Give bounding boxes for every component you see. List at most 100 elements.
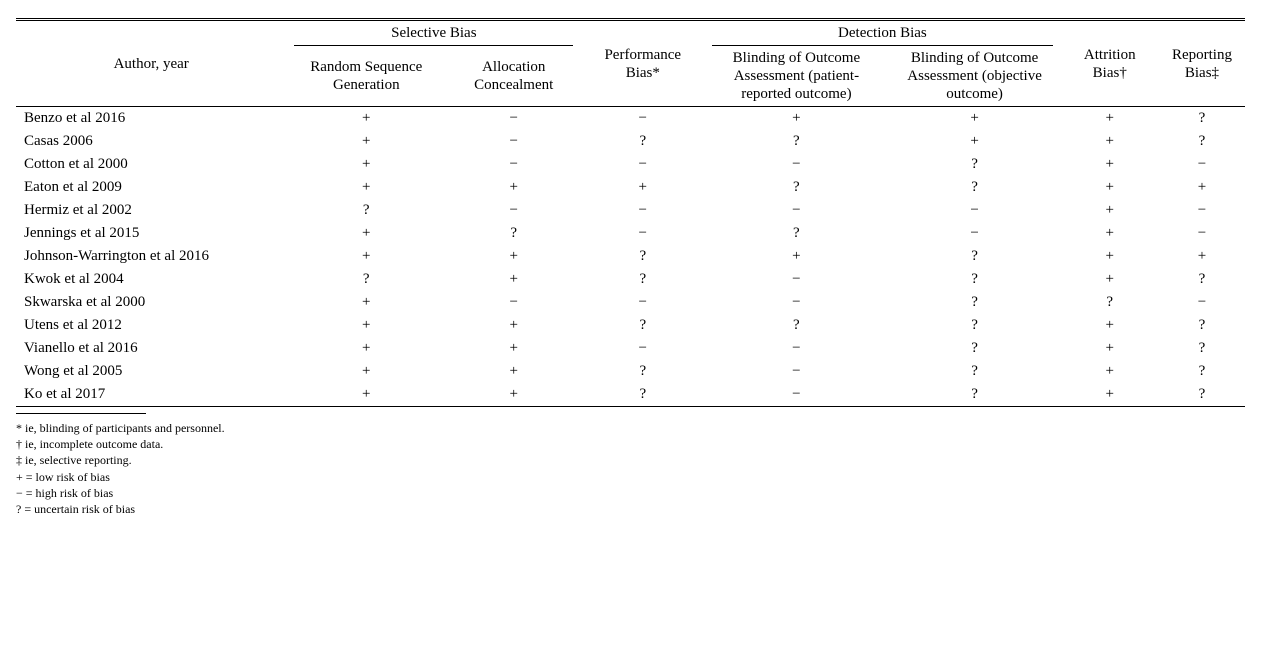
value-cell: + <box>286 153 446 176</box>
value-cell: − <box>1159 291 1245 314</box>
table-body: Benzo et al 2016+−−+++?Casas 2006+−??++?… <box>16 107 1245 407</box>
value-cell: ? <box>704 176 888 199</box>
author-cell: Wong et al 2005 <box>16 360 286 383</box>
value-cell: + <box>1061 314 1159 337</box>
value-cell: + <box>286 337 446 360</box>
author-cell: Jennings et al 2015 <box>16 222 286 245</box>
value-cell: − <box>704 337 888 360</box>
value-cell: − <box>446 291 581 314</box>
author-cell: Benzo et al 2016 <box>16 107 286 131</box>
author-cell: Eaton et al 2009 <box>16 176 286 199</box>
author-cell: Casas 2006 <box>16 130 286 153</box>
value-cell: − <box>581 337 704 360</box>
value-cell: − <box>581 199 704 222</box>
author-cell: Hermiz et al 2002 <box>16 199 286 222</box>
value-cell: + <box>1061 360 1159 383</box>
value-cell: ? <box>446 222 581 245</box>
value-cell: − <box>704 383 888 407</box>
col-blinding-objective: Blinding of Outcome Assessment (objectiv… <box>889 46 1061 107</box>
author-cell: Johnson-Warrington et al 2016 <box>16 245 286 268</box>
value-cell: ? <box>704 130 888 153</box>
value-cell: + <box>286 176 446 199</box>
value-cell: − <box>889 222 1061 245</box>
value-cell: + <box>286 314 446 337</box>
value-cell: + <box>889 130 1061 153</box>
value-cell: − <box>581 291 704 314</box>
value-cell: + <box>446 383 581 407</box>
value-cell: ? <box>889 268 1061 291</box>
value-cell: ? <box>889 176 1061 199</box>
value-cell: ? <box>704 222 888 245</box>
value-cell: + <box>1159 176 1245 199</box>
value-cell: ? <box>704 314 888 337</box>
table-row: Skwarska et al 2000+−−−??− <box>16 291 1245 314</box>
table-row: Casas 2006+−??++? <box>16 130 1245 153</box>
value-cell: − <box>704 360 888 383</box>
value-cell: ? <box>581 383 704 407</box>
table-row: Jennings et al 2015+?−?−+− <box>16 222 1245 245</box>
value-cell: − <box>889 199 1061 222</box>
value-cell: + <box>1061 245 1159 268</box>
col-author: Author, year <box>16 20 286 107</box>
value-cell: ? <box>1159 130 1245 153</box>
value-cell: ? <box>889 383 1061 407</box>
value-cell: − <box>446 153 581 176</box>
value-cell: + <box>446 245 581 268</box>
value-cell: ? <box>1159 337 1245 360</box>
group-selective-bias: Selective Bias <box>286 20 581 46</box>
footnote-line: † ie, incomplete outcome data. <box>16 436 1245 452</box>
value-cell: ? <box>581 130 704 153</box>
table-row: Cotton et al 2000+−−−?+− <box>16 153 1245 176</box>
value-cell: + <box>889 107 1061 131</box>
table-row: Eaton et al 2009+++??++ <box>16 176 1245 199</box>
col-reporting-bias: Reporting Bias‡ <box>1159 20 1245 107</box>
table-row: Hermiz et al 2002?−−−−+− <box>16 199 1245 222</box>
col-random-sequence: Random Sequence Generation <box>286 46 446 107</box>
value-cell: ? <box>889 314 1061 337</box>
group-detection-bias: Detection Bias <box>704 20 1060 46</box>
value-cell: + <box>446 360 581 383</box>
author-cell: Ko et al 2017 <box>16 383 286 407</box>
value-cell: + <box>286 383 446 407</box>
table-row: Wong et al 2005++?−?+? <box>16 360 1245 383</box>
value-cell: − <box>446 107 581 131</box>
table-row: Benzo et al 2016+−−+++? <box>16 107 1245 131</box>
value-cell: + <box>1061 130 1159 153</box>
risk-of-bias-table: Author, year Selective Bias Performance … <box>16 18 1245 407</box>
value-cell: ? <box>286 268 446 291</box>
value-cell: − <box>704 199 888 222</box>
table-row: Johnson-Warrington et al 2016++?+?++ <box>16 245 1245 268</box>
footnote-rule <box>16 413 146 414</box>
value-cell: ? <box>1159 107 1245 131</box>
footnotes: * ie, blinding of participants and perso… <box>16 420 1245 517</box>
value-cell: + <box>1159 245 1245 268</box>
value-cell: ? <box>286 199 446 222</box>
value-cell: − <box>704 153 888 176</box>
value-cell: + <box>446 268 581 291</box>
col-blinding-patient: Blinding of Outcome Assessment (patient-… <box>704 46 888 107</box>
value-cell: + <box>1061 153 1159 176</box>
footnote-line: + = low risk of bias <box>16 469 1245 485</box>
value-cell: − <box>704 291 888 314</box>
value-cell: + <box>1061 107 1159 131</box>
value-cell: − <box>1159 222 1245 245</box>
value-cell: − <box>581 222 704 245</box>
author-cell: Kwok et al 2004 <box>16 268 286 291</box>
col-allocation-concealment: Allocation Concealment <box>446 46 581 107</box>
value-cell: + <box>446 176 581 199</box>
value-cell: ? <box>1159 314 1245 337</box>
value-cell: + <box>1061 222 1159 245</box>
author-cell: Skwarska et al 2000 <box>16 291 286 314</box>
footnote-line: ? = uncertain risk of bias <box>16 501 1245 517</box>
table-row: Utens et al 2012++???+? <box>16 314 1245 337</box>
value-cell: + <box>446 314 581 337</box>
value-cell: − <box>446 199 581 222</box>
value-cell: + <box>581 176 704 199</box>
value-cell: ? <box>1061 291 1159 314</box>
value-cell: + <box>286 291 446 314</box>
value-cell: − <box>446 130 581 153</box>
value-cell: − <box>1159 199 1245 222</box>
footnote-line: ‡ ie, selective reporting. <box>16 452 1245 468</box>
author-cell: Cotton et al 2000 <box>16 153 286 176</box>
author-cell: Utens et al 2012 <box>16 314 286 337</box>
